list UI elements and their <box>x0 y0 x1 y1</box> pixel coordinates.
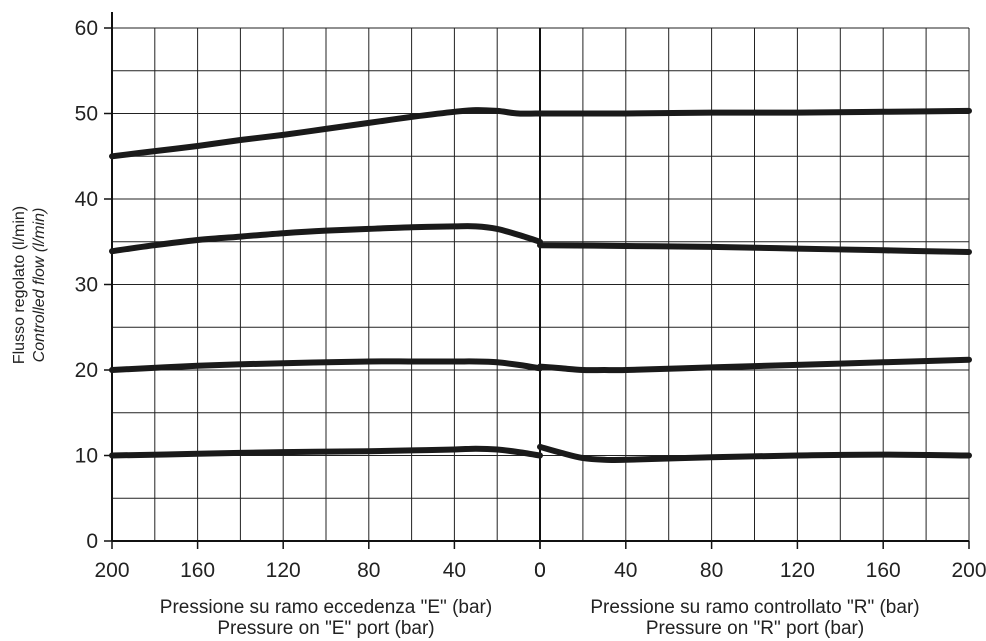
x-axis-title-e: Pressione su ramo eccedenza "E" (bar) <box>160 597 492 618</box>
x-tick-label-r: 40 <box>614 559 637 582</box>
x-axis-title-r: Pressione su ramo controllato "R" (bar) <box>590 597 919 618</box>
series-line-e-3 <box>109 358 543 373</box>
y-tick-label: 60 <box>75 17 98 40</box>
series-line-r-4 <box>537 443 972 464</box>
y-tick-label: 40 <box>75 188 98 211</box>
y-tick-labels: 0 10 20 30 40 50 60 <box>75 17 98 553</box>
axes <box>104 12 970 549</box>
series-line-e-2 <box>109 223 543 255</box>
y-tick-label: 0 <box>86 530 98 553</box>
series-line-e-1 <box>109 107 543 160</box>
x-axis-title-r-en: Pressure on "R" port (bar) <box>646 618 864 639</box>
y-axis-title-en: Controlled flow (l/min) <box>31 208 48 363</box>
x-tick-label-r: 120 <box>780 559 815 582</box>
series-line-r-3 <box>537 356 972 374</box>
x-tick-label-e: 80 <box>357 559 380 582</box>
y-tick-label: 50 <box>75 103 98 126</box>
series-line-r-1 <box>537 107 972 117</box>
x-tick-label-r: 200 <box>951 559 986 582</box>
y-tick-label: 20 <box>75 359 98 382</box>
x-tick-label-r: 80 <box>700 559 723 582</box>
series-group <box>109 107 972 464</box>
x-tick-label-e: 200 <box>94 559 129 582</box>
x-tick-label-r: 0 <box>534 559 546 582</box>
x-tick-label-r: 160 <box>866 559 901 582</box>
x-tick-label-e: 160 <box>180 559 215 582</box>
x-tick-label-e: 120 <box>266 559 301 582</box>
y-axis-title: Flusso regolato (l/min) <box>11 206 28 364</box>
series-line-e-4 <box>109 445 543 459</box>
x-tick-labels: 200 160 120 80 40 00 40 80 120 160 200 <box>94 559 986 582</box>
x-axis-title-e-en: Pressure on "E" port (bar) <box>217 618 434 639</box>
y-tick-label: 10 <box>75 445 98 468</box>
x-tick-label-e: 0 <box>534 559 546 582</box>
x-tick-label-e: 40 <box>443 559 466 582</box>
y-tick-label: 30 <box>75 274 98 297</box>
series-line-r-2 <box>537 242 972 255</box>
